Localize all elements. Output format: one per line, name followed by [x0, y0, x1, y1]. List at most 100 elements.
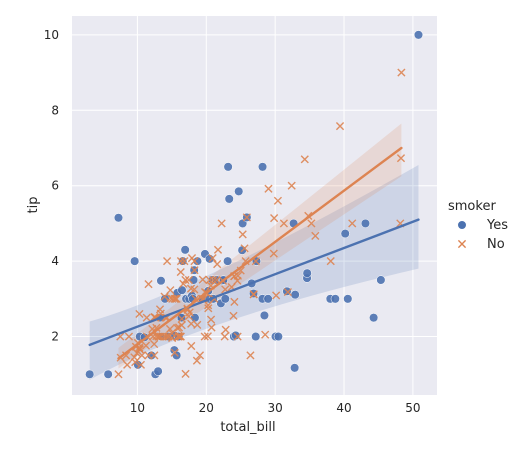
data-point-no — [161, 332, 171, 341]
data-point-no — [144, 280, 153, 289]
data-point-no — [160, 292, 169, 301]
y-axis-label: tip — [26, 197, 41, 214]
x-tick-label: 20 — [199, 401, 214, 415]
data-point-no — [174, 332, 183, 341]
data-point-yes — [178, 256, 188, 266]
data-point-no — [261, 330, 270, 339]
data-point-no — [180, 257, 189, 266]
data-point-no — [208, 254, 217, 263]
legend-entry-no: No — [457, 237, 505, 252]
data-point-no — [242, 213, 251, 222]
data-point-no — [173, 323, 182, 332]
data-point-no — [230, 297, 239, 306]
legend-label-no: No — [487, 237, 505, 252]
data-point-no — [135, 309, 144, 319]
data-point-no — [264, 184, 273, 193]
data-point-no — [229, 311, 238, 320]
data-point-no — [185, 308, 194, 317]
data-point-yes — [263, 294, 273, 304]
data-point-yes — [223, 162, 233, 172]
data-point-yes — [180, 245, 190, 255]
legend-x-mark — [457, 239, 467, 249]
data-point-yes — [224, 194, 234, 204]
data-point-no — [176, 267, 185, 277]
data-point-no — [213, 260, 222, 269]
y-tick-label: 4 — [51, 254, 59, 268]
data-point-no — [207, 323, 216, 332]
data-point-yes — [259, 310, 269, 320]
data-point-no — [135, 345, 144, 354]
data-point-no — [181, 275, 190, 285]
legend-entry-yes: Yes — [457, 218, 508, 233]
data-point-no — [170, 348, 179, 357]
regression-lines — [88, 146, 420, 360]
data-point-no — [240, 244, 249, 253]
data-point-yes — [290, 363, 300, 373]
data-point-yes — [192, 256, 202, 266]
data-point-no — [269, 249, 278, 258]
data-point-no — [192, 356, 202, 365]
data-point-no — [287, 181, 296, 190]
data-point-no — [233, 276, 242, 285]
x-tick-label: 10 — [130, 401, 145, 415]
data-point-no — [203, 332, 212, 341]
legend-marker-x — [457, 239, 467, 249]
data-point-no — [200, 332, 209, 341]
data-point-no — [165, 324, 175, 334]
data-point-no — [348, 219, 357, 228]
data-point-no — [123, 360, 132, 369]
regression-line-no — [117, 146, 403, 360]
data-point-no — [273, 196, 283, 205]
data-point-no — [283, 287, 292, 297]
data-point-yes — [340, 229, 350, 239]
data-point-no — [121, 351, 131, 360]
y-tick-labels: 2 4 6 8 10 — [44, 28, 59, 344]
data-point-yes — [223, 256, 233, 266]
data-point-no — [166, 286, 175, 295]
data-point-no — [114, 370, 123, 379]
data-point-no — [246, 351, 255, 360]
data-point-no — [150, 339, 159, 349]
data-point-no — [307, 219, 316, 228]
regression-line-yes — [88, 218, 420, 347]
y-tick-label: 8 — [51, 103, 59, 117]
data-point-yes — [156, 276, 166, 286]
data-point-no — [220, 332, 229, 341]
data-point-no — [397, 68, 406, 77]
data-point-yes — [258, 162, 268, 172]
data-point-yes — [273, 331, 283, 342]
x-tick-labels: 10 20 30 40 50 — [130, 401, 421, 415]
data-point-yes — [85, 369, 95, 379]
data-point-no — [176, 332, 185, 341]
y-tick-label: 2 — [51, 330, 59, 344]
data-point-no — [272, 291, 281, 300]
data-point-yes — [360, 218, 370, 228]
legend: smoker Yes No — [448, 199, 508, 252]
plot-area — [72, 16, 437, 395]
data-point-no — [190, 266, 199, 275]
data-point-yes — [290, 290, 300, 300]
data-point-no — [164, 332, 173, 341]
data-point-yes — [302, 268, 312, 278]
data-point-no — [171, 294, 180, 303]
data-point-no — [217, 219, 226, 228]
data-point-no — [190, 285, 199, 294]
data-point-yes — [234, 186, 244, 196]
data-point-no — [131, 358, 140, 367]
data-point-no — [170, 294, 179, 303]
data-point-no — [249, 290, 258, 299]
x-tick-label: 50 — [405, 401, 420, 415]
data-point-no — [204, 304, 213, 313]
data-point-no — [172, 294, 181, 303]
data-point-yes — [146, 350, 156, 360]
data-point-yes — [251, 331, 261, 342]
y-tick-label: 6 — [51, 179, 59, 193]
x-tick-label: 40 — [336, 401, 351, 415]
data-point-yes — [130, 256, 140, 266]
data-point-no — [238, 230, 247, 239]
data-point-no — [144, 351, 153, 360]
data-point-no — [177, 314, 186, 323]
legend-marker-circle — [457, 220, 467, 230]
data-point-no — [233, 332, 242, 341]
